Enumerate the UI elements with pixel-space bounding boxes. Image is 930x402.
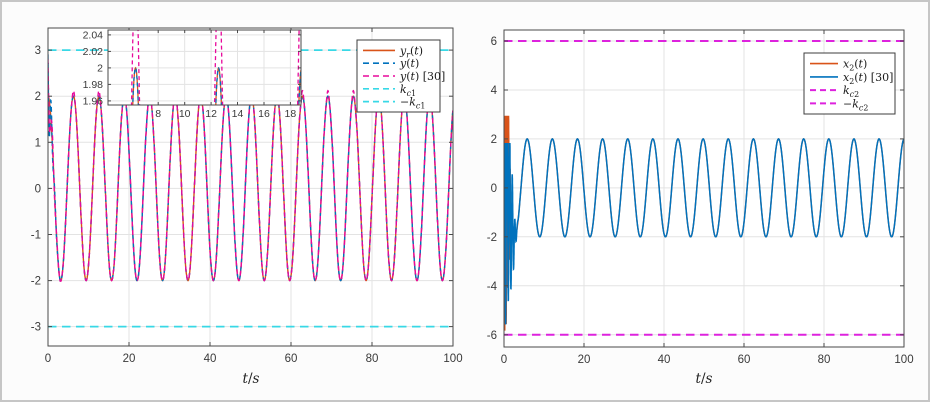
legend-entry: −kc2 [810,97,868,112]
legend-label: y(t) [399,57,419,70]
inset-grid [108,30,301,105]
inset-plot: 8 10 12 14 16 18 1.96 1.98 2 2.02 2.04 [83,29,302,120]
x-tick-label: 20 [123,353,136,365]
chart-2: 0 20 40 60 80 100 -6 -4 -2 0 2 4 6 t/s x2(t)x2(t) [30]… [487,29,914,387]
x-axis-label: t/s [243,371,260,387]
x-tick-label: 40 [204,353,217,365]
y-tick-label: -6 [487,330,497,342]
y-tick-label: -2 [31,276,41,288]
x-tick-label: 0 [45,353,51,365]
inset-y-tick-label: 2.02 [83,46,104,58]
y-tick-label: 2 [491,134,497,146]
legend-label: x2(t) [30] [843,71,893,86]
legend-label: x2(t) [843,58,867,73]
x-tick-label: 60 [285,353,298,365]
x-tick-label: 80 [818,354,831,366]
legend: yr(t)y(t)y(t) [30]kc1−kc1 [356,39,445,113]
inset-x-tick-label: 8 [155,108,161,120]
inset-tick-labels: 8 10 12 14 16 18 1.96 1.98 2 2.02 2.04 [83,29,297,120]
legend-entry: x2(t) [810,58,867,73]
legend-entry: −kc1 [363,96,425,111]
y-tick-label: 0 [35,183,41,195]
y-tick-label: 3 [35,45,41,57]
series-x-2-t-30 [504,138,904,325]
inset-y-tick-label: 2 [97,62,103,74]
legend-label: y(t) [30] [399,70,445,83]
y-tick-label: 2 [35,91,41,103]
inset-y-tick-label: 1.96 [83,95,104,107]
x-tick-label: 40 [658,354,671,366]
inset-x-tick-label: 16 [258,108,270,120]
x-tick-label: 20 [578,354,591,366]
y-tick-label: 6 [491,36,497,48]
x-tick-label: 80 [366,353,379,365]
y-tick-label: -1 [31,230,41,242]
legend-label: −kc2 [843,97,868,112]
legend-entry: x2(t) [30] [810,71,893,86]
inset-y-tick-label: 1.98 [83,79,104,91]
x-axis-label: t/s [696,371,713,387]
x-tick-label: 100 [443,353,462,365]
inset-x-tick-label: 10 [179,108,191,120]
series-y-t-30 [48,59,453,282]
y-tick-label: 1 [35,137,41,149]
legend-entry: yr(t) [363,44,423,60]
legend-box [356,39,441,113]
legend-entry: y(t) [363,57,419,70]
y-tick-label: 4 [491,85,498,97]
legend-label: −kc1 [400,96,425,111]
x-tick-label: 0 [501,354,507,366]
legend: x2(t)x2(t) [30]kc2−kc2 [803,52,896,115]
inset-axes-box [107,29,302,106]
inset-x-tick-label: 12 [205,108,217,120]
y-tick-label: 0 [491,183,497,195]
inset-x-tick-label: 14 [232,108,244,120]
y-tick-label: -2 [487,232,497,244]
legend-label: yr(t) [399,44,423,59]
legend-label: kc2 [843,84,859,99]
legend-entry: kc2 [810,84,859,99]
tick-labels: 0 20 40 60 80 100 -6 -4 -2 0 2 4 6 [487,36,914,366]
legend-entry: kc1 [363,83,416,98]
legend-label: kc1 [400,83,416,98]
inset-x-tick-label: 18 [285,108,297,120]
y-tick-label: -4 [487,281,498,293]
series-group [504,40,904,336]
axes-box [503,29,905,348]
inset-y-tick-label: 2.04 [83,29,104,41]
x-tick-label: 60 [738,354,751,366]
legend-entry: y(t) [30] [363,70,445,83]
x-tick-label: 100 [894,354,913,366]
y-tick-label: -3 [31,322,41,334]
